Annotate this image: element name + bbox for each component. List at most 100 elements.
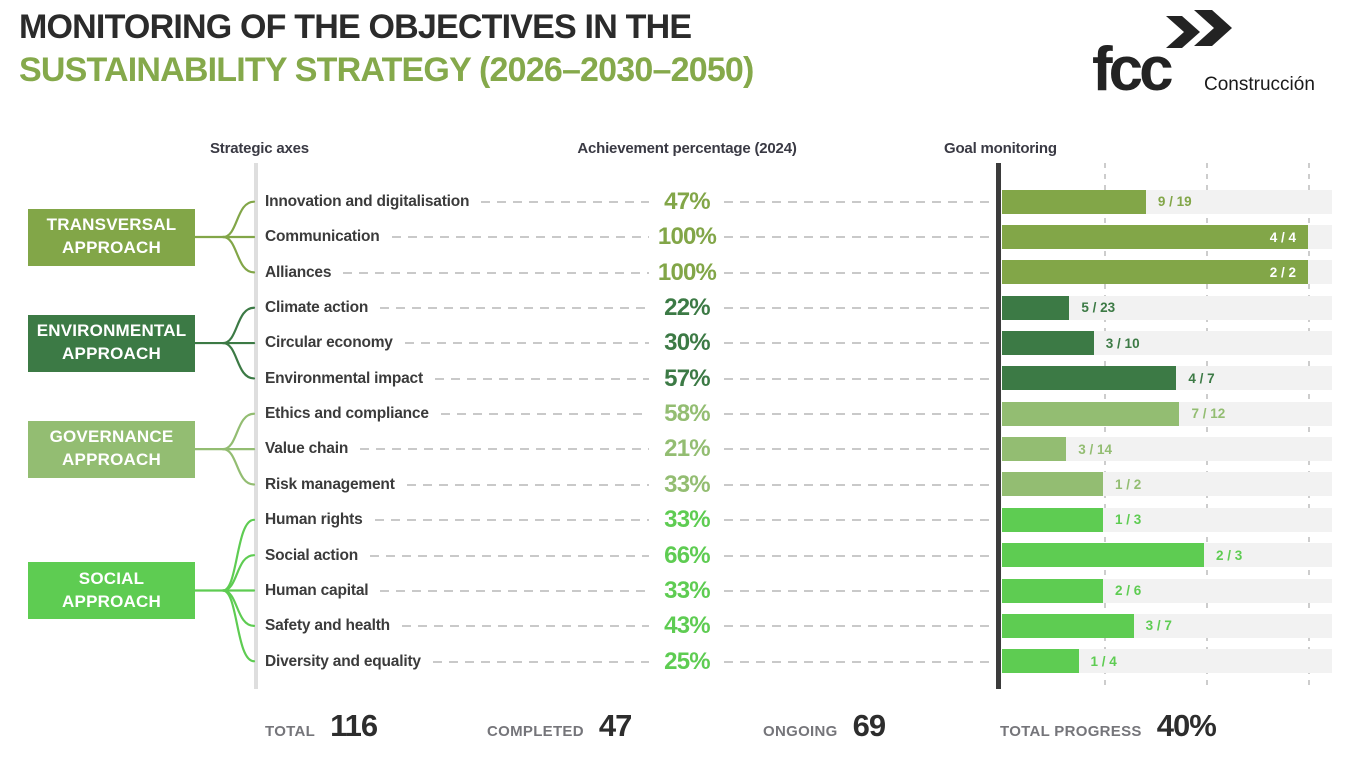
goal-fraction-label: 4 / 7 — [1188, 370, 1215, 386]
stat-value: 69 — [852, 708, 886, 743]
leader-line — [724, 554, 992, 557]
goal-fraction-label: 3 / 7 — [1145, 618, 1172, 634]
achievement-percent: 43% — [664, 612, 710, 640]
achievement-percent: 100% — [657, 258, 717, 286]
group-box-governance-approach: GOVERNANCE APPROACH — [28, 420, 195, 478]
group-label-line: APPROACH — [62, 238, 161, 258]
fcc-construccion-logo: fcc Construcción — [1092, 6, 1332, 106]
objective-label: Circular economy — [265, 334, 393, 352]
group-label-line: ENVIRONMENTAL — [36, 321, 187, 341]
objective-row: Social action 66% 2 / 3 — [0, 538, 1346, 574]
goal-fraction-label: 4 / 4 — [1269, 229, 1296, 245]
goal-fraction-label: 3 / 14 — [1078, 441, 1113, 457]
progress-bar — [1002, 472, 1103, 497]
achievement-percent: 30% — [664, 329, 710, 357]
objective-row: Value chain 21% 3 / 14 — [0, 431, 1346, 467]
progress-bar — [1002, 401, 1180, 426]
group-label-line: TRANSVERSAL — [46, 215, 177, 235]
page-title-line2: SUSTAINABILITY STRATEGY (2026–2030–2050) — [19, 51, 754, 90]
achievement-percent: 66% — [664, 541, 710, 569]
goal-fraction-label: 7 / 12 — [1191, 406, 1226, 422]
leader-line — [406, 483, 649, 486]
leader-line — [724, 377, 992, 380]
leader-line — [724, 519, 992, 522]
leader-line — [724, 201, 992, 203]
objective-row: Safety and health 43% 3 / 7 — [0, 608, 1346, 644]
leader-line — [360, 448, 649, 451]
stat-ongoing: ONGOING 69 — [763, 708, 886, 744]
achievement-percent: 33% — [664, 470, 710, 498]
objective-row: Human rights 33% 1 / 3 — [0, 502, 1346, 538]
leader-line — [724, 342, 992, 345]
goal-fraction-label: 2 / 6 — [1114, 583, 1142, 599]
leader-line — [370, 554, 649, 557]
group-box-environmental-approach: ENVIRONMENTAL APPROACH — [28, 314, 195, 372]
chevron-right-icon — [1166, 16, 1200, 48]
progress-bar — [1002, 260, 1308, 285]
leader-line — [440, 413, 649, 416]
objective-row: Environmental impact 57% 4 / 7 — [0, 361, 1346, 397]
objective-row: Alliances 100% 2 / 2 — [0, 255, 1346, 291]
leader-line — [724, 271, 992, 274]
stat-value: 40% — [1156, 708, 1217, 743]
stat-value: 116 — [330, 708, 378, 743]
fcc-logo-icon: fcc Construcción — [1092, 10, 1315, 104]
gridline — [1206, 163, 1208, 689]
progress-bar — [1002, 543, 1204, 568]
progress-bar — [1002, 507, 1103, 532]
objective-row: Risk management 33% 1 / 2 — [0, 467, 1346, 503]
stat-value: 47 — [598, 708, 632, 743]
gridline — [1104, 163, 1106, 689]
group-label-line: APPROACH — [62, 591, 161, 611]
stat-label: TOTAL PROGRESS — [1000, 723, 1142, 740]
stat-label: COMPLETED — [487, 723, 584, 740]
goal-fraction-label: 1 / 3 — [1114, 512, 1142, 528]
column-header-strategic-axes: Strategic axes — [210, 140, 309, 157]
objective-label: Alliances — [265, 263, 332, 281]
goal-fraction-label: 5 / 23 — [1081, 300, 1116, 316]
leader-line — [404, 342, 649, 345]
goal-fraction-label: 1 / 2 — [1114, 476, 1142, 492]
achievement-percent: 25% — [664, 647, 710, 675]
leader-line — [724, 413, 992, 416]
progress-bar — [1002, 366, 1177, 391]
leader-line — [481, 201, 649, 203]
group-label-line: SOCIAL — [78, 568, 145, 588]
objective-row: Diversity and equality 25% 1 / 4 — [0, 644, 1346, 680]
stat-completed: COMPLETED 47 — [487, 708, 632, 744]
objective-label: Safety and health — [265, 617, 390, 635]
objective-label: Social action — [265, 546, 359, 564]
objective-label: Climate action — [265, 299, 369, 317]
objective-label: Communication — [265, 228, 380, 246]
leader-line — [374, 519, 649, 522]
achievement-percent: 58% — [664, 400, 710, 428]
progress-bar — [1002, 189, 1146, 214]
progress-bar — [1002, 649, 1079, 674]
group-label-line: APPROACH — [62, 450, 161, 470]
leader-line — [343, 271, 649, 274]
objective-row: Climate action 22% 5 / 23 — [0, 290, 1346, 326]
goal-fraction-label: 3 / 10 — [1105, 335, 1140, 351]
leader-line — [380, 589, 649, 592]
achievement-percent: 21% — [664, 435, 710, 463]
objective-row: Human capital 33% 2 / 6 — [0, 573, 1346, 609]
progress-bar — [1002, 225, 1308, 250]
leader-line — [724, 483, 992, 486]
achievement-percent: 33% — [664, 576, 710, 604]
leader-line — [724, 236, 992, 239]
achievement-percent: 57% — [664, 364, 710, 392]
bar-chart-axis-line — [996, 163, 1001, 689]
objective-row: Communication 100% 4 / 4 — [0, 219, 1346, 255]
svg-text:fcc: fcc — [1092, 35, 1172, 104]
group-connectors — [193, 200, 256, 663]
leader-line — [432, 660, 649, 663]
page-title: MONITORING OF THE OBJECTIVES IN THE SUST… — [19, 6, 754, 92]
leader-line — [724, 589, 992, 592]
achievement-percent: 100% — [657, 223, 717, 251]
gridline — [1308, 163, 1310, 689]
objective-label: Risk management — [265, 475, 395, 493]
axes-separator-line — [254, 163, 258, 689]
goal-fraction-label: 9 / 19 — [1157, 194, 1192, 210]
stat-total: TOTAL 116 — [265, 708, 378, 744]
